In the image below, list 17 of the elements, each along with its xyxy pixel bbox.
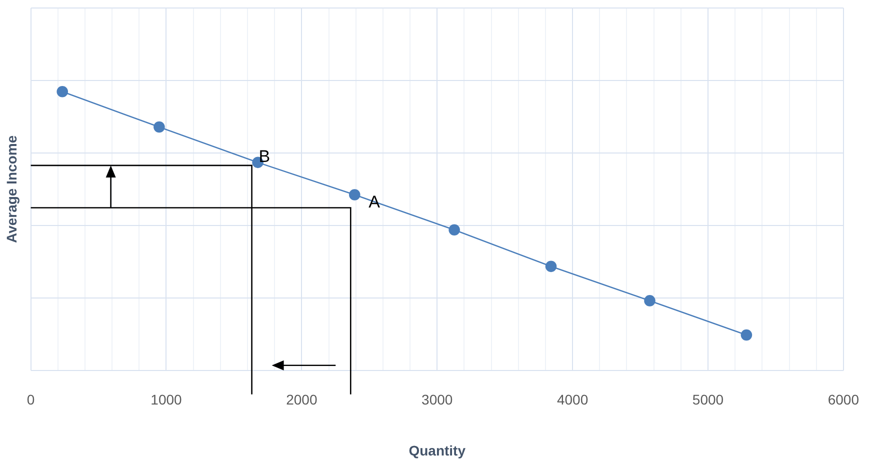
x-tick-label: 5000 — [692, 392, 724, 408]
point — [154, 121, 165, 133]
point — [348, 189, 360, 200]
annotation: B — [258, 147, 270, 166]
point — [56, 86, 68, 98]
x-tick-label: 6000 — [828, 392, 860, 408]
point — [740, 329, 752, 341]
point — [545, 260, 557, 272]
x-tick-label: 3000 — [422, 392, 453, 408]
x-tick-label: 4000 — [556, 392, 588, 408]
x-tick-label: 0 — [26, 392, 35, 408]
point — [448, 224, 460, 236]
y-axis-title: Average Income — [3, 135, 20, 244]
point — [644, 295, 656, 306]
x-tick-label: 2000 — [286, 392, 318, 408]
x-tick-label: 1000 — [150, 392, 182, 408]
x-axis-title: Quantity — [408, 442, 466, 458]
